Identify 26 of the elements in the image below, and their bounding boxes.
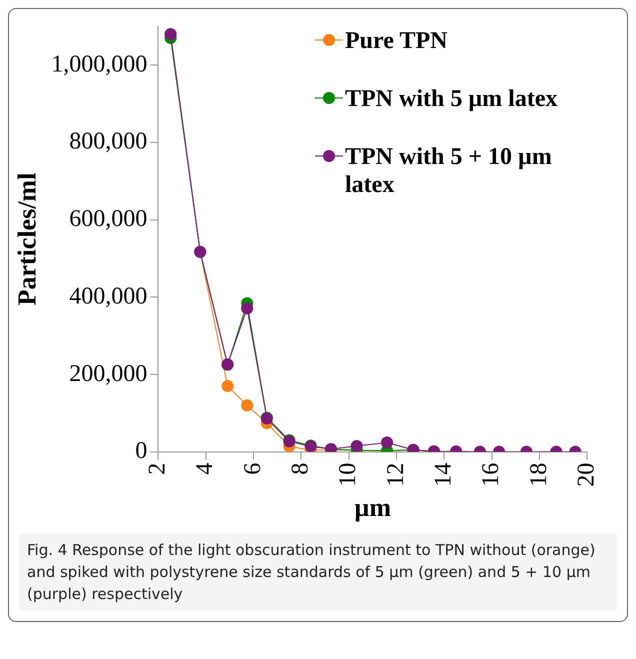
y-tick-label: 600,000 bbox=[69, 206, 148, 232]
x-tick-label: 4 bbox=[192, 462, 218, 475]
legend-label: Pure TPN bbox=[345, 27, 448, 55]
y-tick-label: 200,000 bbox=[69, 360, 148, 387]
x-tick-label: 14 bbox=[430, 462, 456, 487]
point bbox=[241, 399, 254, 412]
point bbox=[241, 302, 254, 314]
point bbox=[222, 380, 234, 392]
x-tick-label: 6 bbox=[240, 462, 266, 475]
y-tick-label: 1,000,000 bbox=[51, 51, 148, 78]
x-tick-label: 8 bbox=[287, 462, 314, 475]
legend-label: TPN with 5 + 10 µm latex bbox=[345, 143, 553, 199]
x-tick-label: 12 bbox=[382, 462, 409, 487]
x-tick-label: 10 bbox=[335, 462, 362, 487]
legend-label: TPN with 5 µm latex bbox=[345, 85, 558, 113]
y-axis-title: Particles/ml bbox=[12, 172, 42, 306]
x-tick-label: 2 bbox=[144, 462, 170, 475]
x-axis-title: µm bbox=[354, 493, 392, 522]
x-tick-label: 20 bbox=[573, 462, 600, 487]
point bbox=[381, 436, 393, 449]
y-tick-label: 400,000 bbox=[69, 283, 148, 310]
x-tick-label: 18 bbox=[526, 462, 552, 487]
y-tick-label: 800,000 bbox=[69, 128, 148, 155]
caption: Fig. 4 Response of the light obscuration instrument to TPN without (orange) and spiked with polystyrene size standards of 5 µm (green) and 5 + 10 µm (purple) respectively bbox=[19, 533, 617, 611]
y-tick-label: 0 bbox=[135, 438, 148, 464]
x-tick-label: 16 bbox=[478, 462, 504, 487]
